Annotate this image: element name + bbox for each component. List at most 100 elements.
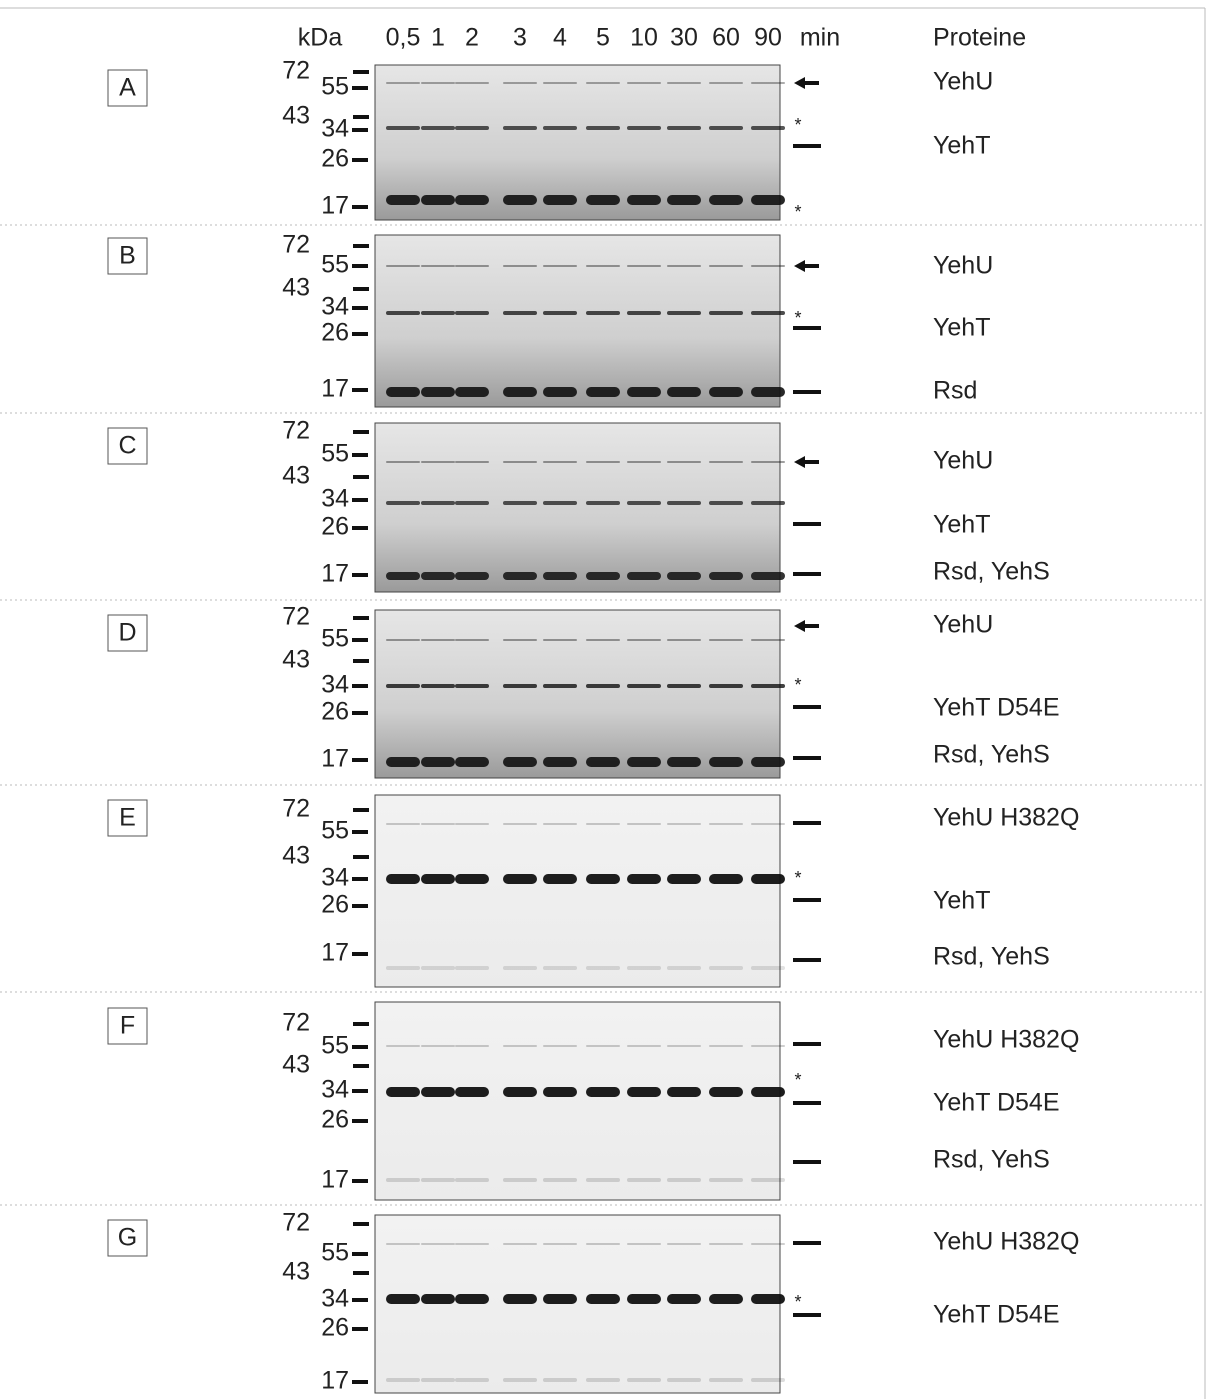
band	[455, 874, 489, 884]
marker-label: 26	[321, 145, 349, 173]
asterisk: *	[794, 868, 801, 888]
panel-label-box	[107, 69, 148, 107]
protein-label: YehU H382Q	[933, 1228, 1079, 1256]
marker-tick	[352, 573, 368, 577]
band	[386, 1294, 420, 1304]
band	[421, 265, 455, 267]
blot	[374, 64, 781, 221]
band	[627, 966, 661, 970]
marker-label: 17	[321, 1166, 349, 1194]
lane-label: 10	[630, 24, 658, 52]
band	[503, 572, 537, 580]
band	[503, 461, 537, 463]
panel-label: F	[120, 1012, 135, 1040]
band	[667, 1087, 701, 1097]
marker-label: 43	[282, 274, 310, 302]
marker-label: 55	[321, 817, 349, 845]
band	[627, 387, 661, 397]
band	[586, 572, 620, 580]
band	[709, 311, 743, 315]
band	[455, 639, 489, 641]
marker-tick	[352, 1298, 368, 1302]
marker-tick	[352, 332, 368, 336]
marker-label: 17	[321, 375, 349, 403]
protein-label: YehU H382Q	[933, 1026, 1079, 1054]
band	[543, 572, 577, 580]
marker-tick	[352, 1045, 368, 1049]
protein-label: YehT D54E	[933, 1301, 1060, 1329]
band	[586, 684, 620, 688]
band	[709, 195, 743, 205]
band	[503, 1378, 537, 1382]
band	[543, 1378, 577, 1382]
band	[421, 684, 455, 688]
band	[455, 1294, 489, 1304]
band	[586, 311, 620, 315]
lane-label: 5	[596, 24, 610, 52]
marker-tick	[353, 1222, 369, 1226]
band	[543, 82, 577, 84]
band	[386, 684, 420, 688]
band	[543, 1178, 577, 1182]
asterisk: *	[794, 1070, 801, 1090]
protein-label: YehU	[933, 447, 993, 475]
marker-label: 72	[282, 1009, 310, 1037]
band	[751, 195, 785, 205]
marker-tick	[352, 205, 368, 209]
band	[751, 1243, 785, 1245]
band	[751, 265, 785, 267]
arrow	[794, 620, 819, 632]
band	[751, 874, 785, 884]
dash	[793, 1042, 821, 1046]
band	[455, 572, 489, 580]
band	[586, 387, 620, 397]
band	[421, 1045, 455, 1047]
marker-label: 34	[321, 671, 349, 699]
panel-label-box	[107, 427, 148, 465]
band	[455, 195, 489, 205]
marker-label: 34	[321, 1285, 349, 1313]
band	[586, 82, 620, 84]
marker-label: 43	[282, 1258, 310, 1286]
marker-label: 34	[321, 485, 349, 513]
band	[503, 311, 537, 315]
band	[586, 1087, 620, 1097]
marker-label: 34	[321, 864, 349, 892]
panel-label: A	[119, 74, 136, 102]
band	[386, 387, 420, 397]
marker-tick	[352, 638, 368, 642]
band	[455, 823, 489, 825]
band	[503, 501, 537, 505]
marker-tick	[353, 430, 369, 434]
band	[386, 195, 420, 205]
panel-label: G	[118, 1224, 137, 1252]
band	[709, 572, 743, 580]
band	[421, 757, 455, 767]
band	[667, 461, 701, 463]
band	[503, 684, 537, 688]
band	[627, 1045, 661, 1047]
marker-tick	[353, 287, 369, 291]
band	[586, 966, 620, 970]
marker-label: 17	[321, 745, 349, 773]
band	[543, 387, 577, 397]
band	[455, 757, 489, 767]
band	[586, 461, 620, 463]
band	[627, 684, 661, 688]
band	[455, 311, 489, 315]
marker-label: 72	[282, 57, 310, 85]
band	[586, 874, 620, 884]
band	[386, 461, 420, 463]
marker-tick	[353, 244, 369, 248]
band	[543, 1045, 577, 1047]
marker-label: 72	[282, 795, 310, 823]
marker-label: 34	[321, 293, 349, 321]
marker-tick	[352, 952, 368, 956]
band	[503, 823, 537, 825]
band	[627, 311, 661, 315]
band	[751, 387, 785, 397]
marker-label: 26	[321, 891, 349, 919]
marker-tick	[352, 1252, 368, 1256]
